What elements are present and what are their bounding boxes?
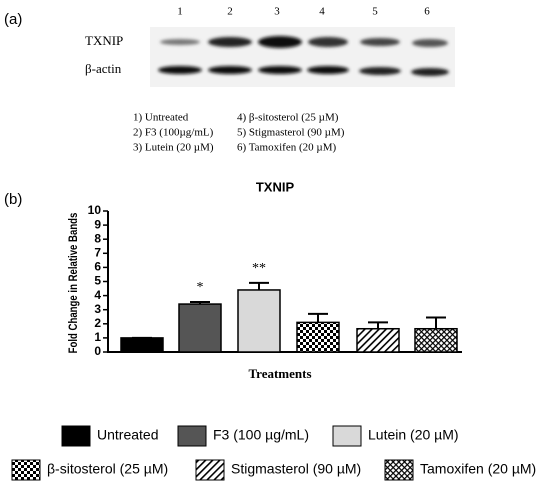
y-tick-label: 2 (94, 316, 101, 330)
bar (356, 327, 400, 353)
x-axis-label: Treatments (248, 366, 311, 381)
lane-number: 4 (319, 6, 325, 18)
legend-swatch (61, 425, 91, 447)
legend-swatch (384, 459, 414, 481)
legend-swatch (332, 425, 362, 447)
key-item: 1) Untreated (133, 112, 189, 124)
legend-label: F3 (100 µg/mL) (213, 427, 309, 443)
legend-label: Lutein (20 µM) (368, 427, 459, 443)
panel-label: (b) (4, 191, 22, 208)
significance-label: ** (252, 261, 266, 276)
legend-label: β-sitosterol (25 µM) (47, 461, 168, 477)
significance-label: * (197, 280, 204, 295)
key-item: 3) Lutein (20 µM) (133, 142, 214, 154)
y-tick-label: 1 (94, 330, 101, 344)
bar (296, 321, 340, 353)
key-item: 2) F3 (100µg/mL) (133, 127, 214, 139)
y-tick-label: 0 (94, 344, 101, 358)
key-item: 4) β-sitosterol (25 µM) (237, 112, 339, 124)
y-tick-label: 7 (94, 245, 101, 259)
panel-label: (a) (4, 11, 22, 28)
legend-label: Stigmasterol (90 µM) (231, 461, 361, 477)
bar (178, 303, 222, 353)
key-item: 5) Stigmasterol (90 µM) (237, 127, 345, 139)
legend-swatch (177, 425, 207, 447)
bar (120, 337, 164, 353)
legend-swatch (11, 459, 41, 481)
lane-number: 6 (424, 6, 430, 18)
y-tick-label: 6 (94, 260, 101, 274)
blot-row-label: β-actin (85, 61, 122, 76)
y-tick-label: 8 (94, 231, 101, 245)
lane-number: 2 (227, 6, 233, 18)
y-tick-label: 9 (94, 217, 101, 231)
lane-number: 3 (274, 6, 280, 18)
y-tick-label: 4 (94, 288, 101, 302)
y-tick-label: 5 (94, 274, 101, 288)
blot (150, 27, 455, 87)
y-tick-label: 10 (88, 203, 102, 217)
blot-row-label: TXNIP (85, 33, 123, 48)
bands (158, 36, 449, 76)
legend-label: Tamoxifen (20 µM) (420, 461, 536, 477)
chart-title: TXNIP (256, 179, 295, 194)
bar (237, 289, 281, 353)
y-tick-label: 3 (94, 302, 101, 316)
bar (414, 327, 458, 353)
lane-number: 1 (177, 6, 183, 18)
key-item: 6) Tamoxifen (20 µM) (237, 142, 336, 154)
lane-number: 5 (372, 6, 378, 18)
legend-label: Untreated (97, 427, 158, 443)
legend-swatch (195, 459, 225, 481)
y-axis-label: Fold Change in Relative Bands (67, 213, 80, 354)
